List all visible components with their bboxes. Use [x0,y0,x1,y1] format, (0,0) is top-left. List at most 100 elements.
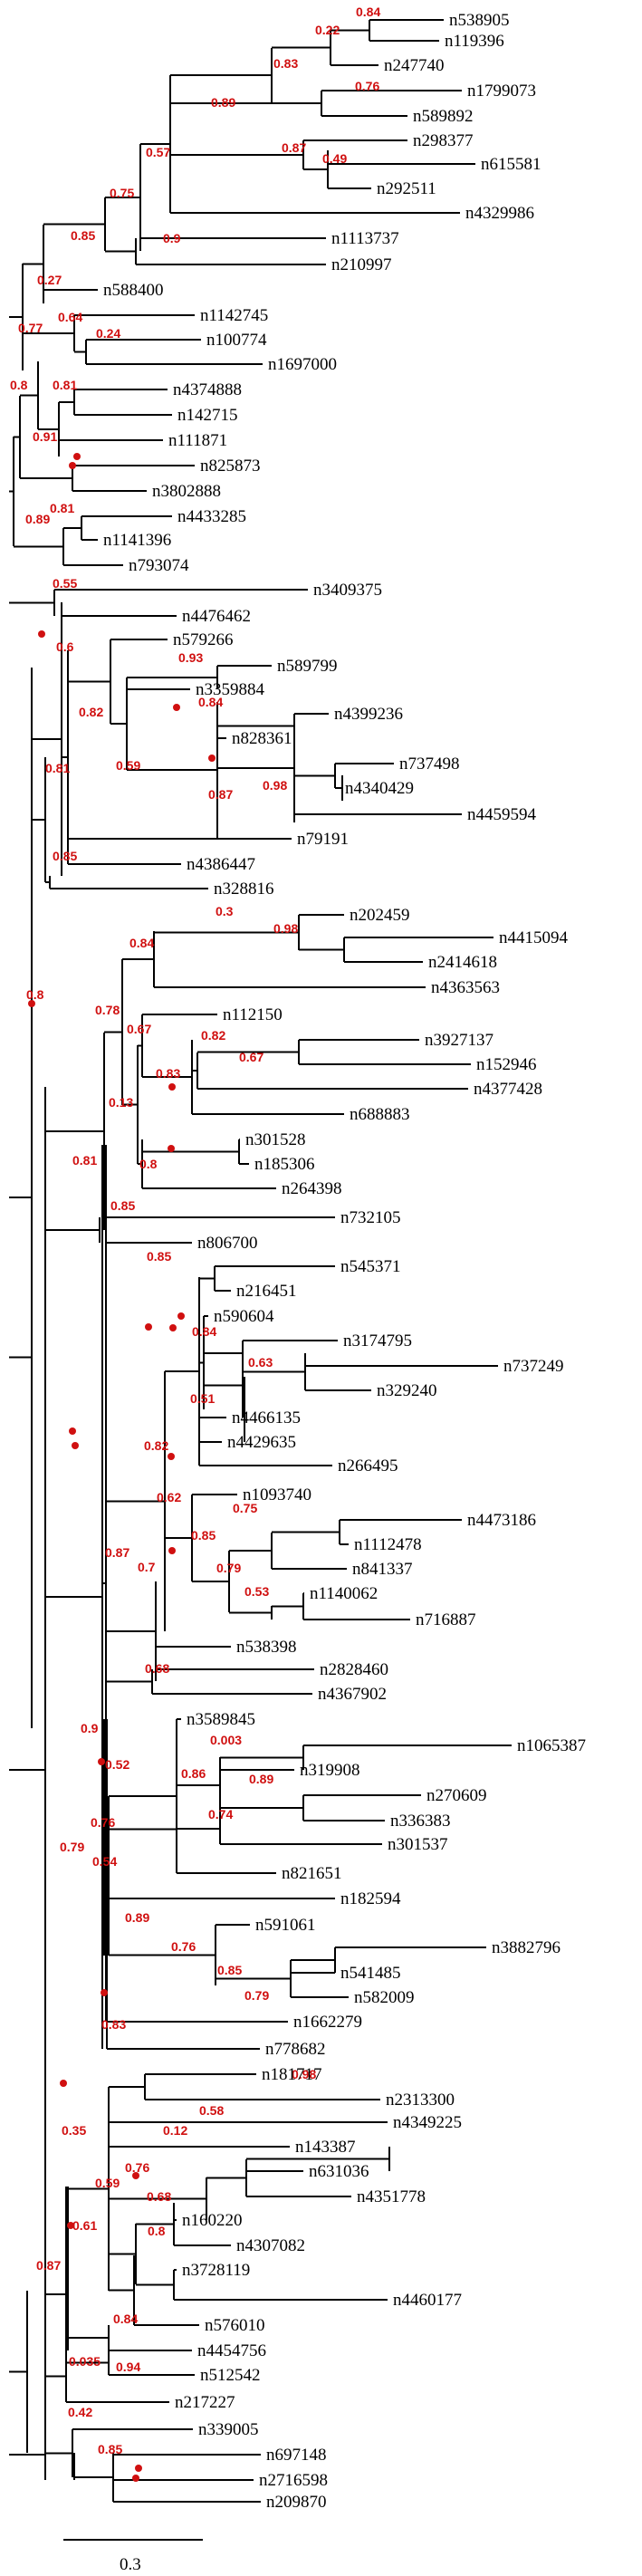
tip-label: n319908 [300,1761,360,1780]
tip-label: n1113737 [331,229,399,248]
tip-label: n2313300 [386,2091,455,2110]
support-label: 0.98 [263,778,287,793]
support-label: 0.003 [210,1733,242,1747]
support-label: 0.74 [208,1807,233,1821]
tip-label: n697148 [266,2446,327,2465]
tip-label: n1093740 [243,1485,311,1504]
tip-label: n579266 [173,630,234,649]
tip-label: n4329986 [465,204,534,223]
support-dot [177,1312,185,1320]
tip-label: n3927137 [425,1031,493,1050]
support-label: 0.85 [147,1249,171,1264]
support-label: 0.7 [138,1560,156,1574]
support-label: 0.78 [95,1003,120,1017]
tip-label: n631036 [309,2162,369,2181]
tip-label: n541485 [340,1964,401,1983]
tip-label: n152946 [476,1055,537,1074]
tip-label: n3589845 [187,1710,255,1729]
support-label: 0.55 [53,576,77,591]
support-label: 0.13 [109,1095,133,1110]
support-label: 0.98 [273,921,298,936]
support-label: 0.83 [156,1066,180,1081]
support-dot [72,1442,79,1449]
support-label: 0.83 [101,2017,126,2032]
support-dot [173,704,180,711]
support-label: 0.87 [36,2258,61,2273]
support-label: 0.8 [139,1157,158,1171]
tip-label: n3174795 [343,1331,412,1350]
tip-label: n142715 [177,406,238,425]
tip-label: n545371 [340,1257,401,1276]
support-label: 0.51 [190,1391,215,1406]
support-label: 0.81 [53,378,77,392]
tip-label: n4454756 [197,2341,266,2360]
support-label: 0.89 [211,95,235,110]
support-label: 0.82 [79,705,103,719]
tip-label: n2414618 [428,953,497,972]
tip-label: n4367902 [318,1685,387,1704]
tip-label: n119396 [445,32,504,51]
support-label: 0.87 [208,787,233,802]
tip-label: n590604 [214,1307,274,1326]
support-label: 0.9 [81,1721,99,1735]
tip-label: n202459 [350,906,410,925]
tip-label: n209870 [266,2493,327,2512]
support-dot [168,1083,176,1091]
tip-label: n828361 [232,729,292,748]
tip-label: n1140062 [310,1584,378,1603]
tip-label: n4374888 [173,380,242,399]
tip-label: n112150 [223,1005,283,1024]
support-label: 0.68 [147,2189,171,2204]
tip-label: n3802888 [152,482,221,501]
tip-label: n4377428 [474,1080,542,1099]
support-label: 0.61 [72,2218,97,2233]
tip-label: n182594 [340,1889,401,1908]
support-label: 0.49 [322,151,347,166]
tip-label: n210997 [331,255,392,274]
tip-label: n716887 [416,1610,476,1629]
tip-label: n4473186 [467,1511,536,1530]
tip-label: n111871 [168,431,227,450]
support-dot [67,2222,74,2229]
support-label: 0.57 [146,145,170,159]
support-label: 0.77 [18,321,43,335]
tip-label: n339005 [198,2420,259,2439]
support-label: 0.85 [191,1528,216,1543]
support-dot [73,453,81,460]
support-label: 0.68 [145,1661,169,1676]
tip-label: n4386447 [187,855,255,874]
tip-label: n100774 [206,331,267,350]
support-label: 0.52 [105,1757,129,1772]
tip-label: n247740 [384,56,445,75]
tip-label: n1662279 [293,2013,362,2032]
tip-label: n825873 [200,457,261,476]
support-label: 0.64 [58,310,82,324]
tip-label: n329240 [377,1381,437,1400]
tip-label: n3409375 [313,581,382,600]
support-label: 0.76 [91,1815,115,1830]
tip-label: n4433285 [177,507,246,526]
support-label: 0.75 [233,1501,257,1515]
tip-label: n143387 [295,2138,356,2157]
tip-label: n589892 [413,107,474,126]
tip-label: n589799 [277,657,338,676]
tip-label: n4340429 [345,779,414,798]
support-label: 0.79 [244,1988,269,2003]
tip-label: n4363563 [431,978,500,997]
tip-label: n841337 [352,1560,413,1579]
support-label: 0.85 [71,228,95,243]
support-dot [168,1453,175,1460]
support-label: 0.8 [148,2224,166,2238]
tip-label: n4349225 [393,2113,462,2132]
support-label: 0.59 [95,2176,120,2190]
tip-label: n588400 [103,281,164,300]
tip-label: n298377 [413,131,474,150]
support-label: 0.81 [50,501,74,515]
tip-label: n216451 [236,1282,297,1301]
support-label: 0.6 [56,639,74,654]
tip-label: n591061 [255,1916,316,1935]
support-label: 0.91 [33,429,57,444]
support-label: 0.85 [53,849,77,863]
tip-label: n1141396 [103,531,171,550]
